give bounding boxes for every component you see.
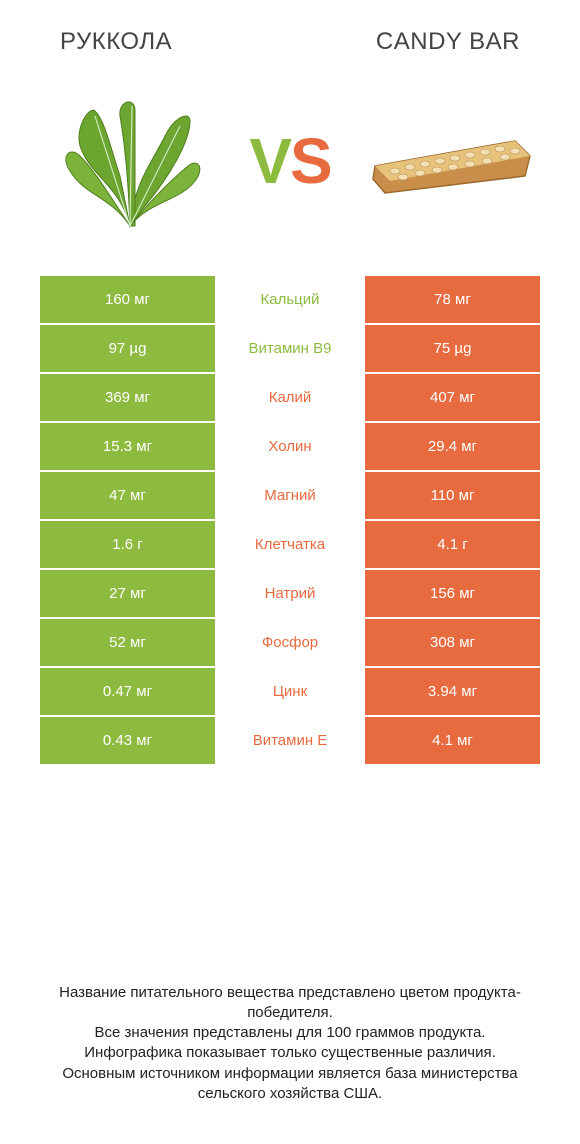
footer-line-4: Основным источником информации является … [30,1064,550,1105]
vs-v: V [249,125,290,197]
nutrient-label: Витамин E [215,717,365,764]
table-row: 369 мгКалий407 мг [40,374,540,421]
left-value-cell: 0.43 мг [40,717,215,764]
left-value-cell: 97 µg [40,325,215,372]
header: РУККОЛА CANDY BAR [0,0,580,56]
candy-bar-icon [365,121,535,201]
footer-line-3: Инфографика показывает только существенн… [30,1043,550,1063]
vs-label: VS [249,124,330,198]
right-value-cell: 29.4 мг [365,423,540,470]
table-row: 97 µgВитамин B975 µg [40,325,540,372]
right-value-cell: 110 мг [365,472,540,519]
nutrient-label: Кальций [215,276,365,323]
left-value-cell: 47 мг [40,472,215,519]
nutrient-label: Холин [215,423,365,470]
right-value-cell: 308 мг [365,619,540,666]
nutrient-label: Фосфор [215,619,365,666]
footer-line-1: Название питательного вещества представл… [30,983,550,1024]
right-value-cell: 3.94 мг [365,668,540,715]
table-row: 160 мгКальций78 мг [40,276,540,323]
left-food-title: РУККОЛА [60,28,172,56]
table-row: 0.47 мгЦинк3.94 мг [40,668,540,715]
left-value-cell: 369 мг [40,374,215,421]
footer-notes: Название питательного вещества представл… [0,983,580,1105]
nutrient-label: Магний [215,472,365,519]
table-row: 27 мгНатрий156 мг [40,570,540,617]
nutrient-label: Калий [215,374,365,421]
left-value-cell: 15.3 мг [40,423,215,470]
right-value-cell: 4.1 мг [365,717,540,764]
nutrient-label: Натрий [215,570,365,617]
table-row: 1.6 гКлетчатка4.1 г [40,521,540,568]
nutrient-label: Цинк [215,668,365,715]
table-row: 47 мгМагний110 мг [40,472,540,519]
hero-row: VS [0,56,580,276]
left-value-cell: 52 мг [40,619,215,666]
nutrient-label: Витамин B9 [215,325,365,372]
comparison-table: 160 мгКальций78 мг97 µgВитамин B975 µg36… [0,276,580,764]
left-value-cell: 160 мг [40,276,215,323]
right-value-cell: 156 мг [365,570,540,617]
nutrient-label: Клетчатка [215,521,365,568]
table-row: 0.43 мгВитамин E4.1 мг [40,717,540,764]
right-value-cell: 4.1 г [365,521,540,568]
right-food-title: CANDY BAR [376,28,520,56]
right-value-cell: 75 µg [365,325,540,372]
arugula-icon [40,86,220,236]
right-value-cell: 407 мг [365,374,540,421]
table-row: 52 мгФосфор308 мг [40,619,540,666]
left-value-cell: 27 мг [40,570,215,617]
footer-line-2: Все значения представлены для 100 граммо… [30,1023,550,1043]
left-value-cell: 1.6 г [40,521,215,568]
table-row: 15.3 мгХолин29.4 мг [40,423,540,470]
left-value-cell: 0.47 мг [40,668,215,715]
candy-bar-image [360,86,540,236]
right-value-cell: 78 мг [365,276,540,323]
vs-s: S [290,125,331,197]
arugula-image [40,86,220,236]
